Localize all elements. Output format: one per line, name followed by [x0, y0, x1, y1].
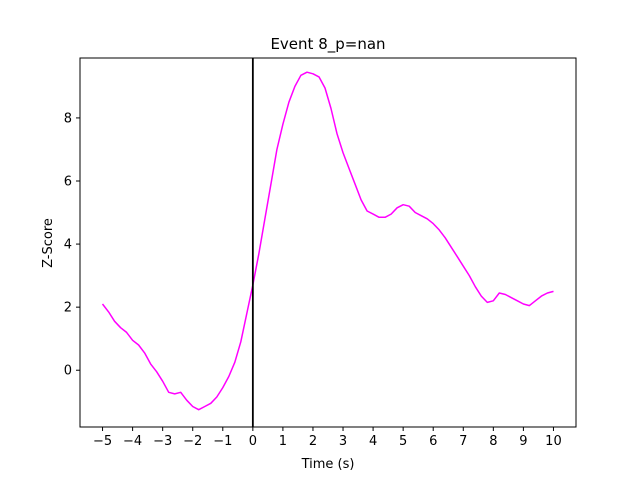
series-line-0 — [101, 71, 554, 411]
x-tick-label: 10 — [545, 434, 562, 449]
y-tick-label: 4 — [64, 238, 72, 253]
x-tick-label: 5 — [399, 434, 407, 449]
y-tick-label: 2 — [64, 301, 72, 316]
x-tick-label: 3 — [339, 434, 347, 449]
x-tick-label: −3 — [153, 434, 172, 449]
x-tick-label: 6 — [429, 434, 437, 449]
x-tick-label: 0 — [249, 434, 257, 449]
y-tick-label: 0 — [64, 364, 72, 379]
x-tick-label: −4 — [123, 434, 142, 449]
y-tick-label: 8 — [64, 111, 72, 126]
y-axis-label: Z-Score — [41, 218, 56, 268]
x-tick-label: 1 — [279, 434, 287, 449]
x-tick-label: 2 — [309, 434, 317, 449]
plot-layer — [101, 58, 554, 427]
x-tick-label: 8 — [489, 434, 497, 449]
axes-frame — [79, 57, 577, 428]
x-tick-label: −5 — [93, 434, 112, 449]
x-tick-label: −1 — [213, 434, 232, 449]
y-axis-ticks: 0 2 4 6 8 — [64, 111, 80, 379]
x-tick-label: −2 — [183, 434, 202, 449]
y-tick-label: 6 — [64, 175, 72, 190]
x-tick-label: 4 — [369, 434, 377, 449]
x-axis-label: Time (s) — [301, 457, 355, 472]
chart-title: Event 8_p=nan — [270, 35, 385, 54]
x-tick-label: 9 — [519, 434, 527, 449]
x-tick-label: 7 — [459, 434, 467, 449]
x-axis-ticks: −5 −4 −3 −2 −1 0 1 2 3 4 5 6 7 8 9 10 — [93, 427, 562, 449]
